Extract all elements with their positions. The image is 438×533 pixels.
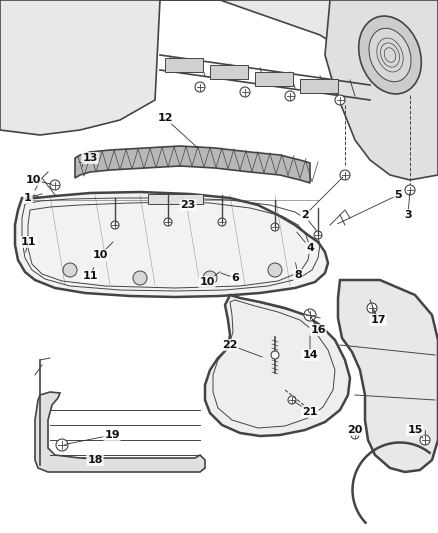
Text: 12: 12 — [157, 113, 173, 123]
Polygon shape — [35, 392, 205, 472]
Circle shape — [195, 82, 205, 92]
Bar — [210, 65, 248, 79]
Polygon shape — [75, 146, 310, 183]
Circle shape — [335, 95, 345, 105]
Polygon shape — [155, 0, 438, 85]
Polygon shape — [205, 295, 350, 436]
Text: 5: 5 — [394, 190, 402, 200]
Text: 15: 15 — [407, 425, 423, 435]
Circle shape — [56, 439, 68, 451]
Circle shape — [288, 396, 296, 404]
Circle shape — [351, 431, 359, 439]
Polygon shape — [0, 0, 160, 135]
Circle shape — [218, 218, 226, 226]
Bar — [148, 194, 203, 204]
Circle shape — [77, 157, 87, 167]
Circle shape — [203, 271, 217, 285]
Text: 6: 6 — [231, 273, 239, 283]
Ellipse shape — [359, 16, 421, 94]
Text: 10: 10 — [92, 250, 108, 260]
Circle shape — [304, 309, 316, 321]
Text: 1: 1 — [24, 193, 32, 203]
Circle shape — [50, 180, 60, 190]
Circle shape — [164, 218, 172, 226]
Polygon shape — [325, 0, 438, 180]
Text: 4: 4 — [306, 243, 314, 253]
Circle shape — [271, 351, 279, 359]
Circle shape — [405, 185, 415, 195]
Text: 21: 21 — [302, 407, 318, 417]
Text: 18: 18 — [87, 455, 103, 465]
Bar — [300, 79, 338, 93]
Text: 23: 23 — [180, 200, 196, 210]
Text: 16: 16 — [310, 325, 326, 335]
Text: 14: 14 — [302, 350, 318, 360]
Text: 10: 10 — [25, 175, 41, 185]
Ellipse shape — [369, 28, 411, 82]
Bar — [165, 58, 203, 72]
Text: 11: 11 — [82, 271, 98, 281]
Circle shape — [111, 221, 119, 229]
Text: 11: 11 — [20, 237, 36, 247]
Text: 8: 8 — [294, 270, 302, 280]
Polygon shape — [15, 192, 328, 297]
Bar — [255, 72, 293, 86]
Circle shape — [340, 170, 350, 180]
Circle shape — [268, 263, 282, 277]
Circle shape — [420, 435, 430, 445]
Circle shape — [285, 91, 295, 101]
Circle shape — [367, 303, 377, 313]
Text: 17: 17 — [370, 315, 386, 325]
Circle shape — [314, 231, 322, 239]
Text: 10: 10 — [199, 277, 215, 287]
Text: 20: 20 — [347, 425, 363, 435]
Text: 13: 13 — [82, 153, 98, 163]
Circle shape — [63, 263, 77, 277]
Text: 2: 2 — [301, 210, 309, 220]
Text: 19: 19 — [104, 430, 120, 440]
Text: 22: 22 — [222, 340, 238, 350]
Polygon shape — [338, 280, 438, 472]
Circle shape — [271, 223, 279, 231]
Circle shape — [133, 271, 147, 285]
Text: 3: 3 — [404, 210, 412, 220]
Circle shape — [240, 87, 250, 97]
